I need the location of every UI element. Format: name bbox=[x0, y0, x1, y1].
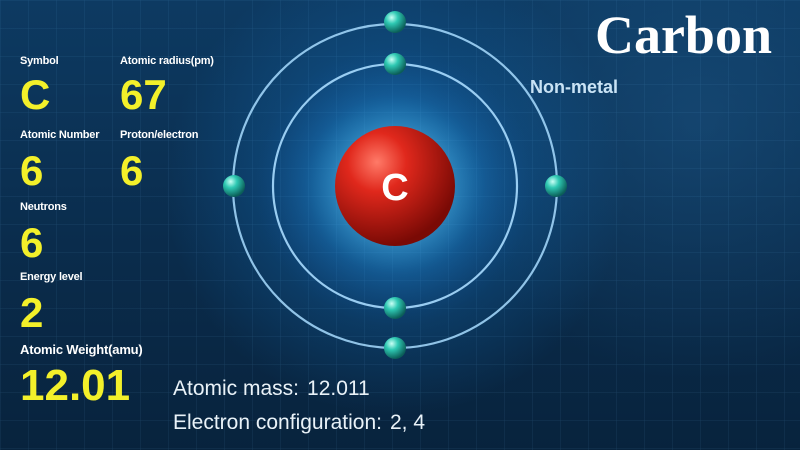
atomic-radius-value: 67 bbox=[120, 71, 167, 118]
energy-level-value: 2 bbox=[20, 289, 44, 336]
atomic-mass-row: Atomic mass: 12.011 bbox=[173, 378, 370, 399]
atomic-weight-label: Atomic Weight(amu) bbox=[20, 342, 143, 357]
element-category: Non-metal bbox=[530, 77, 619, 97]
proton-electron-label: Proton/electron bbox=[120, 129, 199, 141]
neutrons-label: Neutrons bbox=[20, 201, 67, 213]
electron-config-value: 2, 4 bbox=[389, 411, 425, 434]
energy-level-label: Energy level bbox=[20, 271, 83, 283]
element-name-title: Carbon bbox=[594, 5, 772, 65]
electron-inner-top bbox=[384, 53, 406, 75]
electron-outer-bottom bbox=[384, 337, 406, 359]
neutrons-value: 6 bbox=[20, 219, 44, 266]
electron-inner-bottom bbox=[384, 297, 406, 319]
electron-outer-top bbox=[384, 11, 406, 33]
atomic-mass-value: 12.011 bbox=[307, 377, 370, 400]
electron-config-row: Electron configuration: 2, 4 bbox=[173, 412, 425, 433]
nucleus bbox=[335, 126, 455, 246]
electron-config-label: Electron configuration: bbox=[173, 411, 382, 434]
proton-electron-value: 6 bbox=[120, 147, 144, 194]
atomic-radius-label: Atomic radius(pm) bbox=[120, 55, 214, 67]
electron-outer-right bbox=[545, 175, 567, 197]
symbol-label: Symbol bbox=[20, 55, 59, 67]
atomic-number-label: Atomic Number bbox=[20, 129, 100, 141]
nucleus-symbol: C bbox=[381, 167, 408, 209]
atomic-mass-label: Atomic mass: bbox=[173, 377, 300, 400]
atomic-weight-value: 12.01 bbox=[20, 361, 131, 410]
atomic-number-value: 6 bbox=[20, 147, 44, 194]
symbol-value: C bbox=[20, 71, 51, 118]
electron-outer-left bbox=[223, 175, 245, 197]
